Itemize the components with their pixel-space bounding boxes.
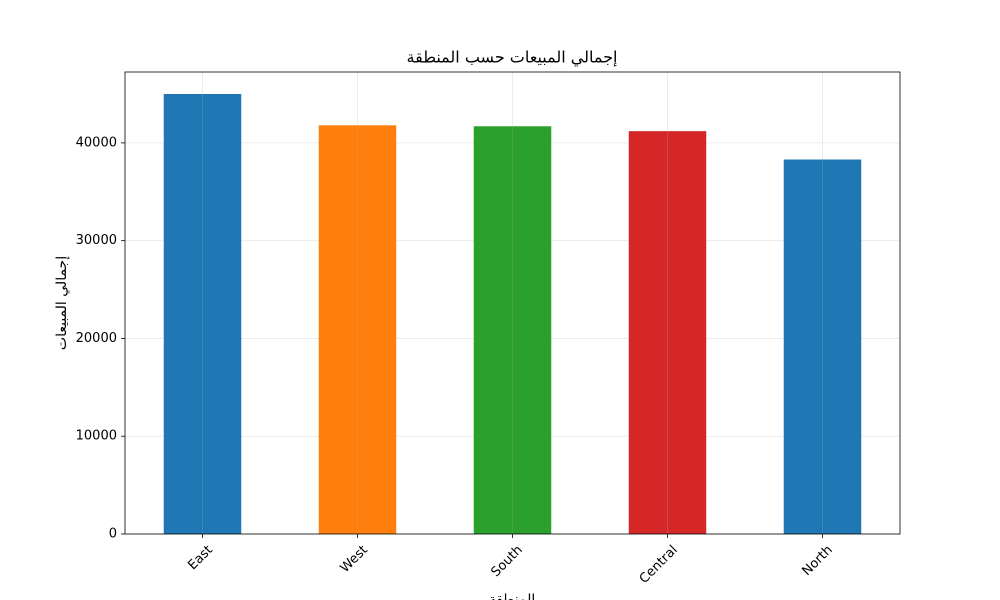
y-axis-label: إجمالي المبيعات — [54, 256, 70, 350]
chart-title: إجمالي المبيعات حسب المنطقة — [407, 48, 618, 68]
y-tick-label: 10000 — [76, 429, 117, 444]
bar — [318, 125, 397, 535]
x-tick-label: North — [799, 543, 835, 579]
x-tick-label: East — [185, 543, 215, 573]
y-tick-label: 30000 — [76, 233, 117, 248]
x-tick-label: South — [488, 543, 525, 580]
y-tick-label: 20000 — [76, 331, 117, 346]
y-tick-label: 0 — [109, 527, 117, 542]
y-tick-label: 40000 — [76, 135, 117, 150]
plot-frame — [124, 71, 901, 535]
x-axis-label: المنطقة — [489, 592, 536, 600]
x-tick-label: West — [338, 543, 371, 576]
bar — [783, 159, 862, 534]
bar — [163, 94, 242, 534]
bar — [628, 131, 707, 534]
bar — [473, 126, 552, 535]
x-tick-label: Central — [637, 543, 681, 587]
